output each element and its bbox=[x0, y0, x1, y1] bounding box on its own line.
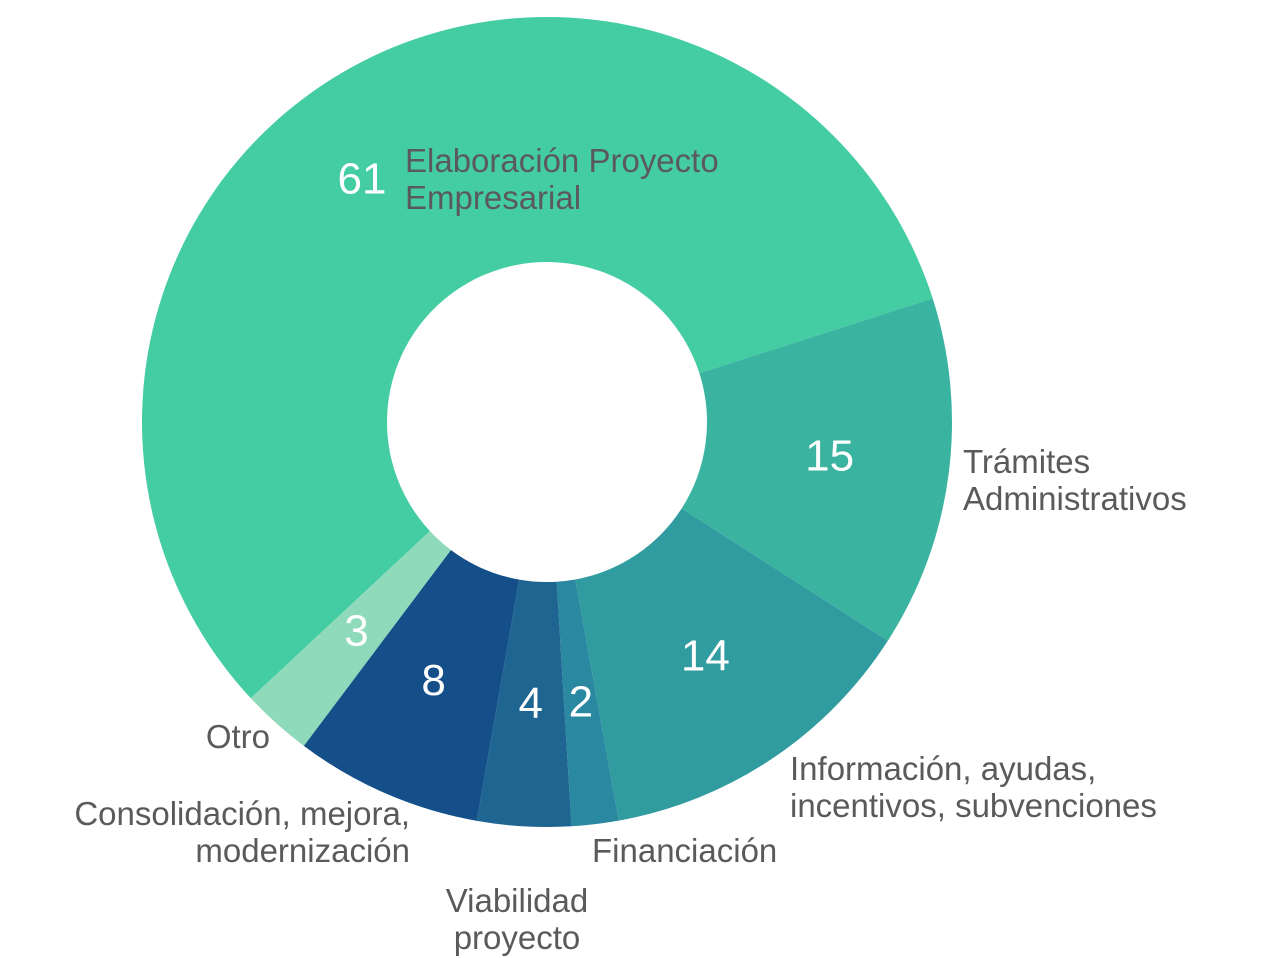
segment bbox=[556, 579, 619, 827]
category-label: Otro bbox=[205, 718, 270, 755]
value-label: 61 bbox=[338, 155, 387, 204]
value-label: 15 bbox=[805, 432, 854, 481]
category-label: Información, ayudas, incentivos, subvenc… bbox=[790, 750, 1157, 824]
category-label: Elaboración Proyecto Empresarial bbox=[405, 142, 719, 216]
segment bbox=[575, 508, 888, 821]
segment bbox=[303, 549, 520, 821]
category-label: Consolidación, mejora, modernización bbox=[74, 795, 410, 869]
category-label: Trámites Administrativos bbox=[963, 443, 1187, 517]
segment bbox=[476, 579, 572, 828]
category-label: Financiación bbox=[592, 832, 778, 869]
value-label: 3 bbox=[344, 607, 368, 656]
value-label: 14 bbox=[681, 632, 730, 681]
category-label: Viabilidad proyecto bbox=[445, 882, 589, 956]
value-label: 4 bbox=[519, 679, 543, 728]
segment bbox=[681, 298, 953, 641]
value-label: 2 bbox=[569, 678, 593, 727]
segment bbox=[250, 531, 451, 746]
value-label: 8 bbox=[421, 656, 445, 705]
segment bbox=[142, 17, 933, 699]
